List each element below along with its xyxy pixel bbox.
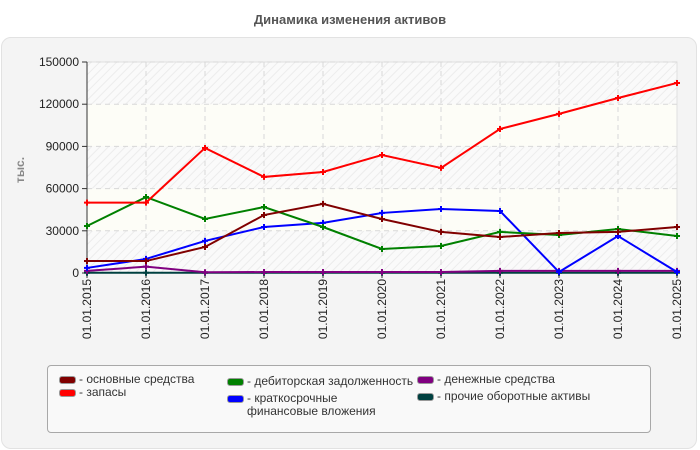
y-tick-label: 60000: [46, 182, 80, 196]
legend-item-inventory: - запасы: [59, 386, 126, 399]
x-tick-label: 01.01.2025: [670, 279, 684, 339]
legend-label: - дебиторская задолженность: [247, 374, 414, 388]
legend-label: - денежные средства: [437, 372, 555, 386]
x-tick-label: 01.01.2022: [493, 279, 507, 339]
x-tick-label: 01.01.2021: [434, 279, 448, 339]
legend-label: - краткосрочные финансовые вложения: [247, 391, 376, 418]
legend-label: - основные средства: [79, 372, 195, 386]
legend-item-short-term-investments: - краткосрочные финансовые вложения: [227, 392, 407, 418]
chart-title: Динамика изменения активов: [253, 12, 447, 27]
x-tick-label: 01.01.2023: [552, 279, 566, 339]
legend-item-fixed-assets: - основные средства: [59, 373, 194, 386]
legend-item-other-current-assets: - прочие оборотные активы: [417, 390, 590, 403]
x-tick-label: 01.01.2017: [198, 279, 212, 339]
y-axis-label: тыс.: [13, 157, 27, 183]
legend-label: - запасы: [79, 385, 127, 399]
y-tick-label: 30000: [46, 224, 80, 238]
legend-swatch: [417, 376, 434, 384]
x-tick-label: 01.01.2020: [375, 279, 389, 339]
legend-swatch: [227, 395, 244, 403]
legend-swatch: [417, 393, 434, 401]
legend: - основные средства - запасы - дебиторск…: [47, 365, 651, 433]
legend-label: - прочие оборотные активы: [437, 389, 591, 403]
x-tick-label: 01.01.2024: [611, 279, 625, 339]
y-tick-label: 150000: [39, 55, 79, 69]
y-tick-label: 90000: [46, 139, 80, 153]
x-tick-label: 01.01.2018: [257, 279, 271, 339]
legend-item-cash: - денежные средства: [417, 373, 555, 386]
y-tick-label: 0: [72, 266, 79, 280]
legend-item-receivables: - дебиторская задолженность: [227, 375, 413, 388]
axes: 0 30000 60000 90000 120000 150000 01.01.2015 01…: [39, 55, 684, 339]
series-lines: [84, 79, 680, 276]
legend-swatch: [59, 376, 76, 384]
x-tick-label: 01.01.2015: [80, 279, 94, 339]
legend-swatch: [59, 389, 76, 397]
x-tick-label: 01.01.2016: [139, 279, 153, 339]
x-tick-label: 01.01.2019: [316, 279, 330, 339]
legend-swatch: [227, 378, 244, 386]
y-tick-label: 120000: [39, 97, 79, 111]
